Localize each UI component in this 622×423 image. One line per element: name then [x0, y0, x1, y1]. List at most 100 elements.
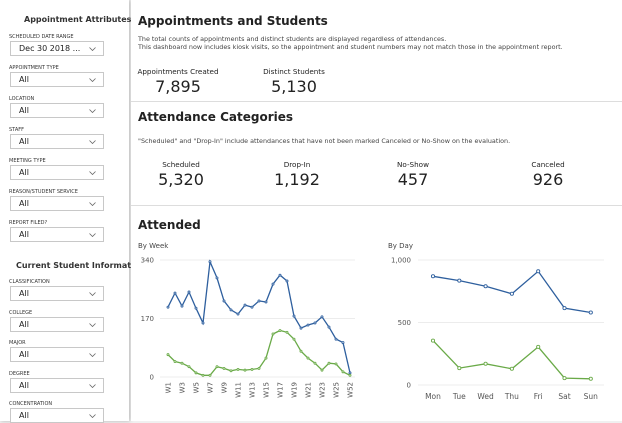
section-title: Appointments and Students: [138, 14, 328, 28]
data-point: [341, 341, 345, 345]
data-point: [509, 291, 514, 296]
dropdown[interactable]: All: [10, 165, 104, 180]
data-point: [588, 376, 593, 381]
stat-value: 926: [532, 170, 564, 189]
dropdown[interactable]: All: [10, 227, 104, 242]
data-point: [536, 344, 541, 349]
data-point: [250, 305, 254, 309]
x-tick-label: W17: [277, 382, 285, 398]
filter-label: STAFF: [9, 127, 25, 133]
data-point: [236, 367, 240, 371]
content: Appointments and Students The total coun…: [131, 0, 622, 421]
data-point: [430, 274, 436, 279]
filter-label: COLLEGE: [9, 309, 33, 316]
data-point: [229, 369, 233, 373]
stat-value: 1,192: [274, 170, 320, 189]
filter-label: DEGREE: [9, 370, 30, 377]
data-point: [173, 291, 177, 295]
x-tick-label: W5: [193, 382, 201, 393]
data-point: [236, 312, 240, 316]
chevron: [89, 414, 96, 418]
y-tick-label: 340: [141, 257, 154, 265]
stat-value: 7,895: [155, 77, 201, 96]
dropdown[interactable]: All: [10, 347, 104, 362]
section-title: Current Student Information: [16, 261, 146, 270]
x-tick-label: W15: [263, 382, 271, 398]
dropdown[interactable]: All: [10, 316, 104, 332]
data-point: [194, 306, 198, 310]
data-point: [341, 370, 345, 374]
data-point: [292, 337, 296, 341]
x-tick-label: W19: [291, 382, 299, 398]
chevron: [89, 78, 96, 82]
data-point: [320, 315, 324, 319]
data-point: [208, 373, 212, 377]
series-line: [432, 340, 591, 380]
data-point: [257, 299, 261, 303]
stat-value: 5,130: [271, 77, 317, 96]
data-point: [536, 269, 541, 274]
data-point: [588, 310, 593, 315]
x-tick-label: Mon: [425, 392, 441, 401]
stat-value: 5,320: [158, 170, 204, 189]
data-point: [334, 337, 338, 341]
dropdown[interactable]: All: [10, 103, 104, 118]
chevron: [89, 171, 96, 175]
filter-label: APPOINTMENT TYPE: [9, 65, 59, 71]
data-point: [327, 325, 331, 329]
description: The total counts of appointments and dis…: [138, 35, 447, 43]
filter-label: MEETING TYPE: [9, 158, 46, 164]
data-point: [215, 365, 219, 369]
dropdown[interactable]: All: [10, 134, 104, 149]
description: This dashboard now includes kiosk visits…: [138, 43, 563, 51]
data-point: [313, 361, 317, 365]
y-tick-label: 0: [407, 382, 411, 390]
data-point: [292, 314, 296, 318]
x-tick-label: W13: [249, 382, 257, 398]
stat-label: Scheduled: [162, 160, 200, 169]
data-point: [194, 371, 198, 375]
x-tick-label: Wed: [477, 392, 494, 401]
data-point: [509, 366, 514, 371]
data-point: [187, 290, 191, 294]
chevron: [89, 140, 96, 144]
data-point: [348, 371, 352, 375]
data-point: [243, 368, 247, 372]
data-point: [201, 321, 205, 325]
divider: [131, 101, 622, 102]
data-point: [457, 278, 462, 283]
filter-label: CONCENTRATION: [9, 401, 53, 407]
data-point: [180, 304, 184, 308]
filter-label: MAJOR: [9, 340, 26, 346]
data-point: [166, 305, 170, 309]
x-tick-label: Thu: [504, 392, 519, 401]
y-tick-label: 170: [141, 315, 154, 323]
y-tick-label: 1,000: [391, 257, 411, 265]
data-point: [173, 360, 177, 363]
data-point: [483, 361, 488, 366]
divider: [131, 205, 622, 206]
dropdown[interactable]: All: [10, 72, 104, 87]
dropdown[interactable]: Dec 30 2018 ...: [10, 41, 104, 56]
data-point: [285, 279, 289, 283]
data-point: [334, 362, 338, 366]
x-tick-label: W1: [165, 382, 173, 393]
dropdown[interactable]: All: [10, 377, 104, 393]
y-tick-label: 500: [398, 319, 411, 327]
data-point: [250, 367, 254, 371]
x-tick-label: W9: [221, 382, 229, 393]
data-point: [562, 306, 567, 311]
filter-panel: Appointment Attributes Current Student I…: [0, 0, 145, 423]
chart-title: By Week: [138, 242, 169, 250]
x-tick-label: W11: [235, 382, 243, 398]
data-point: [299, 326, 303, 330]
dropdown[interactable]: All: [10, 196, 104, 211]
section-title: Appointment Attributes: [24, 15, 132, 24]
filter-label: CLASSIFICATION: [9, 279, 50, 285]
x-tick-label: W52: [347, 382, 355, 398]
dropdown[interactable]: All: [10, 286, 104, 301]
data-point: [483, 284, 488, 289]
data-point: [187, 365, 191, 369]
data-point: [264, 356, 268, 360]
